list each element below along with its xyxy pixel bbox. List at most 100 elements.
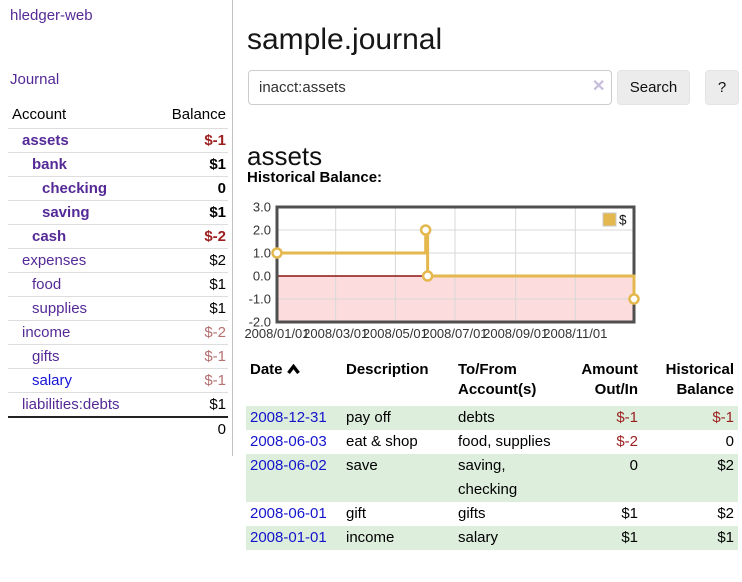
account-title: assets xyxy=(247,140,323,171)
transaction-accounts: salary xyxy=(458,529,499,546)
transaction-balance: $-1 xyxy=(712,409,734,426)
account-row: saving $1 xyxy=(8,200,228,225)
account-row: gifts $-1 xyxy=(8,344,228,369)
x-axis-tick-label: 2008/01/01 xyxy=(244,326,309,341)
accounts-table: Account Balance assets $-1 bank $1 checking 0… xyxy=(8,105,228,441)
account-row: salary $-1 xyxy=(8,368,228,393)
transaction-balance: $2 xyxy=(717,457,734,474)
transaction-amount: $-1 xyxy=(616,409,638,426)
clear-search-icon[interactable]: ✕ xyxy=(592,78,606,95)
accounts-header-account: Account xyxy=(12,106,67,123)
transaction-amount: $1 xyxy=(621,529,638,546)
account-balance: $-1 xyxy=(154,128,228,153)
account-row: income $-2 xyxy=(8,320,228,345)
sidebar-account-link[interactable]: supplies xyxy=(32,300,88,317)
data-point-marker xyxy=(628,293,640,305)
transaction-accounts: debts xyxy=(458,409,495,426)
data-point-marker xyxy=(421,270,434,282)
sidebar-account-link[interactable]: cash xyxy=(32,228,67,245)
x-axis-tick-label: 2008/03/01 xyxy=(303,326,368,341)
transaction-date-link[interactable]: 2008-06-03 xyxy=(250,433,327,450)
transaction-balance: $2 xyxy=(717,505,734,522)
register-row: 2008-01-01 income salary $1 $1 xyxy=(246,526,738,550)
account-balance: $-2 xyxy=(154,224,228,249)
legend-swatch xyxy=(602,212,617,227)
account-balance: $1 xyxy=(154,152,228,177)
y-axis-tick-label: -2.0 xyxy=(249,315,271,330)
sidebar-account-link[interactable]: salary xyxy=(32,372,73,389)
chart-title: Historical Balance: xyxy=(247,169,383,186)
plot-border xyxy=(275,205,636,324)
sidebar-account-link[interactable]: gifts xyxy=(32,348,60,365)
legend-label: $ xyxy=(619,213,627,228)
sidebar-account-link[interactable]: assets xyxy=(22,132,69,149)
sidebar: hledger-web Journal Account Balance asse… xyxy=(0,0,233,456)
register-header-row: Date Description To/From Account(s) Amou… xyxy=(246,360,738,406)
y-axis-tick-label: 0.0 xyxy=(253,269,271,284)
transaction-description: gift xyxy=(346,505,367,522)
register-header-balance: Historical Balance xyxy=(665,361,734,398)
account-balance: $-2 xyxy=(154,320,228,345)
sidebar-account-link[interactable]: income xyxy=(22,324,71,341)
transaction-amount: $-2 xyxy=(616,433,638,450)
account-balance: 0 xyxy=(154,176,228,201)
account-balance: $2 xyxy=(154,248,228,273)
transaction-amount: 0 xyxy=(629,457,638,474)
search-input[interactable] xyxy=(248,70,612,105)
sidebar-account-link[interactable]: bank xyxy=(32,156,68,173)
sidebar-account-link[interactable]: saving xyxy=(42,204,90,221)
sidebar-account-link[interactable]: food xyxy=(32,276,62,293)
account-balance: $1 xyxy=(154,392,228,417)
accounts-header-row: Account Balance xyxy=(8,105,228,129)
account-balance: $-1 xyxy=(154,368,228,393)
register-header-description: Description xyxy=(346,361,429,378)
register-row: 2008-12-31 pay off debts $-1 $-1 xyxy=(246,406,738,430)
x-axis-tick-label: 2008/11/01 xyxy=(543,326,607,341)
register-header-date[interactable]: Date xyxy=(246,360,346,406)
register-row: 2008-06-01 gift gifts $1 $2 xyxy=(246,502,738,526)
accounts-total-value: 0 xyxy=(154,416,228,441)
account-row: cash $-2 xyxy=(8,224,228,249)
app-brand-link[interactable]: hledger-web xyxy=(10,7,93,24)
transaction-accounts: food, supplies xyxy=(458,433,551,450)
y-axis-tick-label: 2.0 xyxy=(253,223,271,238)
sidebar-account-link[interactable]: checking xyxy=(42,180,108,197)
account-row: assets $-1 xyxy=(8,128,228,153)
sidebar-account-link[interactable]: expenses xyxy=(22,252,87,269)
register-row: 2008-06-02 save saving, checking 0 $2 xyxy=(246,454,738,502)
data-point-marker xyxy=(271,247,283,259)
transaction-description: eat & shop xyxy=(346,433,418,450)
register-header-accounts: To/From Account(s) xyxy=(458,361,537,398)
transaction-accounts: saving, checking xyxy=(458,457,518,498)
x-axis-tick-label: 2008/07/01 xyxy=(422,326,487,341)
account-balance: $1 xyxy=(154,200,228,225)
search-button[interactable]: Search xyxy=(617,70,690,105)
account-row: checking 0 xyxy=(8,176,228,201)
transaction-date-link[interactable]: 2008-01-01 xyxy=(250,529,327,546)
register-table: Date Description To/From Account(s) Amou… xyxy=(246,360,738,550)
transaction-balance: 0 xyxy=(725,433,734,450)
data-point-marker xyxy=(419,224,432,236)
sidebar-item-journal[interactable]: Journal xyxy=(10,71,60,88)
x-axis-tick-label: 2008/05/01 xyxy=(363,326,428,341)
transaction-description: pay off xyxy=(346,409,391,426)
y-axis-tick-label: -1.0 xyxy=(249,292,271,307)
accounts-total-row: 0 xyxy=(8,416,228,441)
sidebar-account-link[interactable]: liabilities:debts xyxy=(22,396,120,413)
transaction-date-link[interactable]: 2008-06-02 xyxy=(250,457,327,474)
sort-asc-icon xyxy=(286,361,300,381)
account-row: liabilities:debts $1 xyxy=(8,392,228,417)
transaction-date-link[interactable]: 2008-06-01 xyxy=(250,505,327,522)
y-axis-tick-label: 1.0 xyxy=(253,246,271,261)
account-balance: $1 xyxy=(154,296,228,321)
x-axis-tick-label: 2008/09/01 xyxy=(483,326,548,341)
account-balance: $-1 xyxy=(154,344,228,369)
transaction-description: save xyxy=(346,457,378,474)
help-button[interactable]: ? xyxy=(705,70,739,105)
register-header-amount: Amount Out/In xyxy=(581,361,638,398)
account-row: food $1 xyxy=(8,272,228,297)
register-row: 2008-06-03 eat & shop food, supplies $-2 0 xyxy=(246,430,738,454)
page-title: sample.journal xyxy=(247,23,443,57)
transaction-date-link[interactable]: 2008-12-31 xyxy=(250,409,327,426)
